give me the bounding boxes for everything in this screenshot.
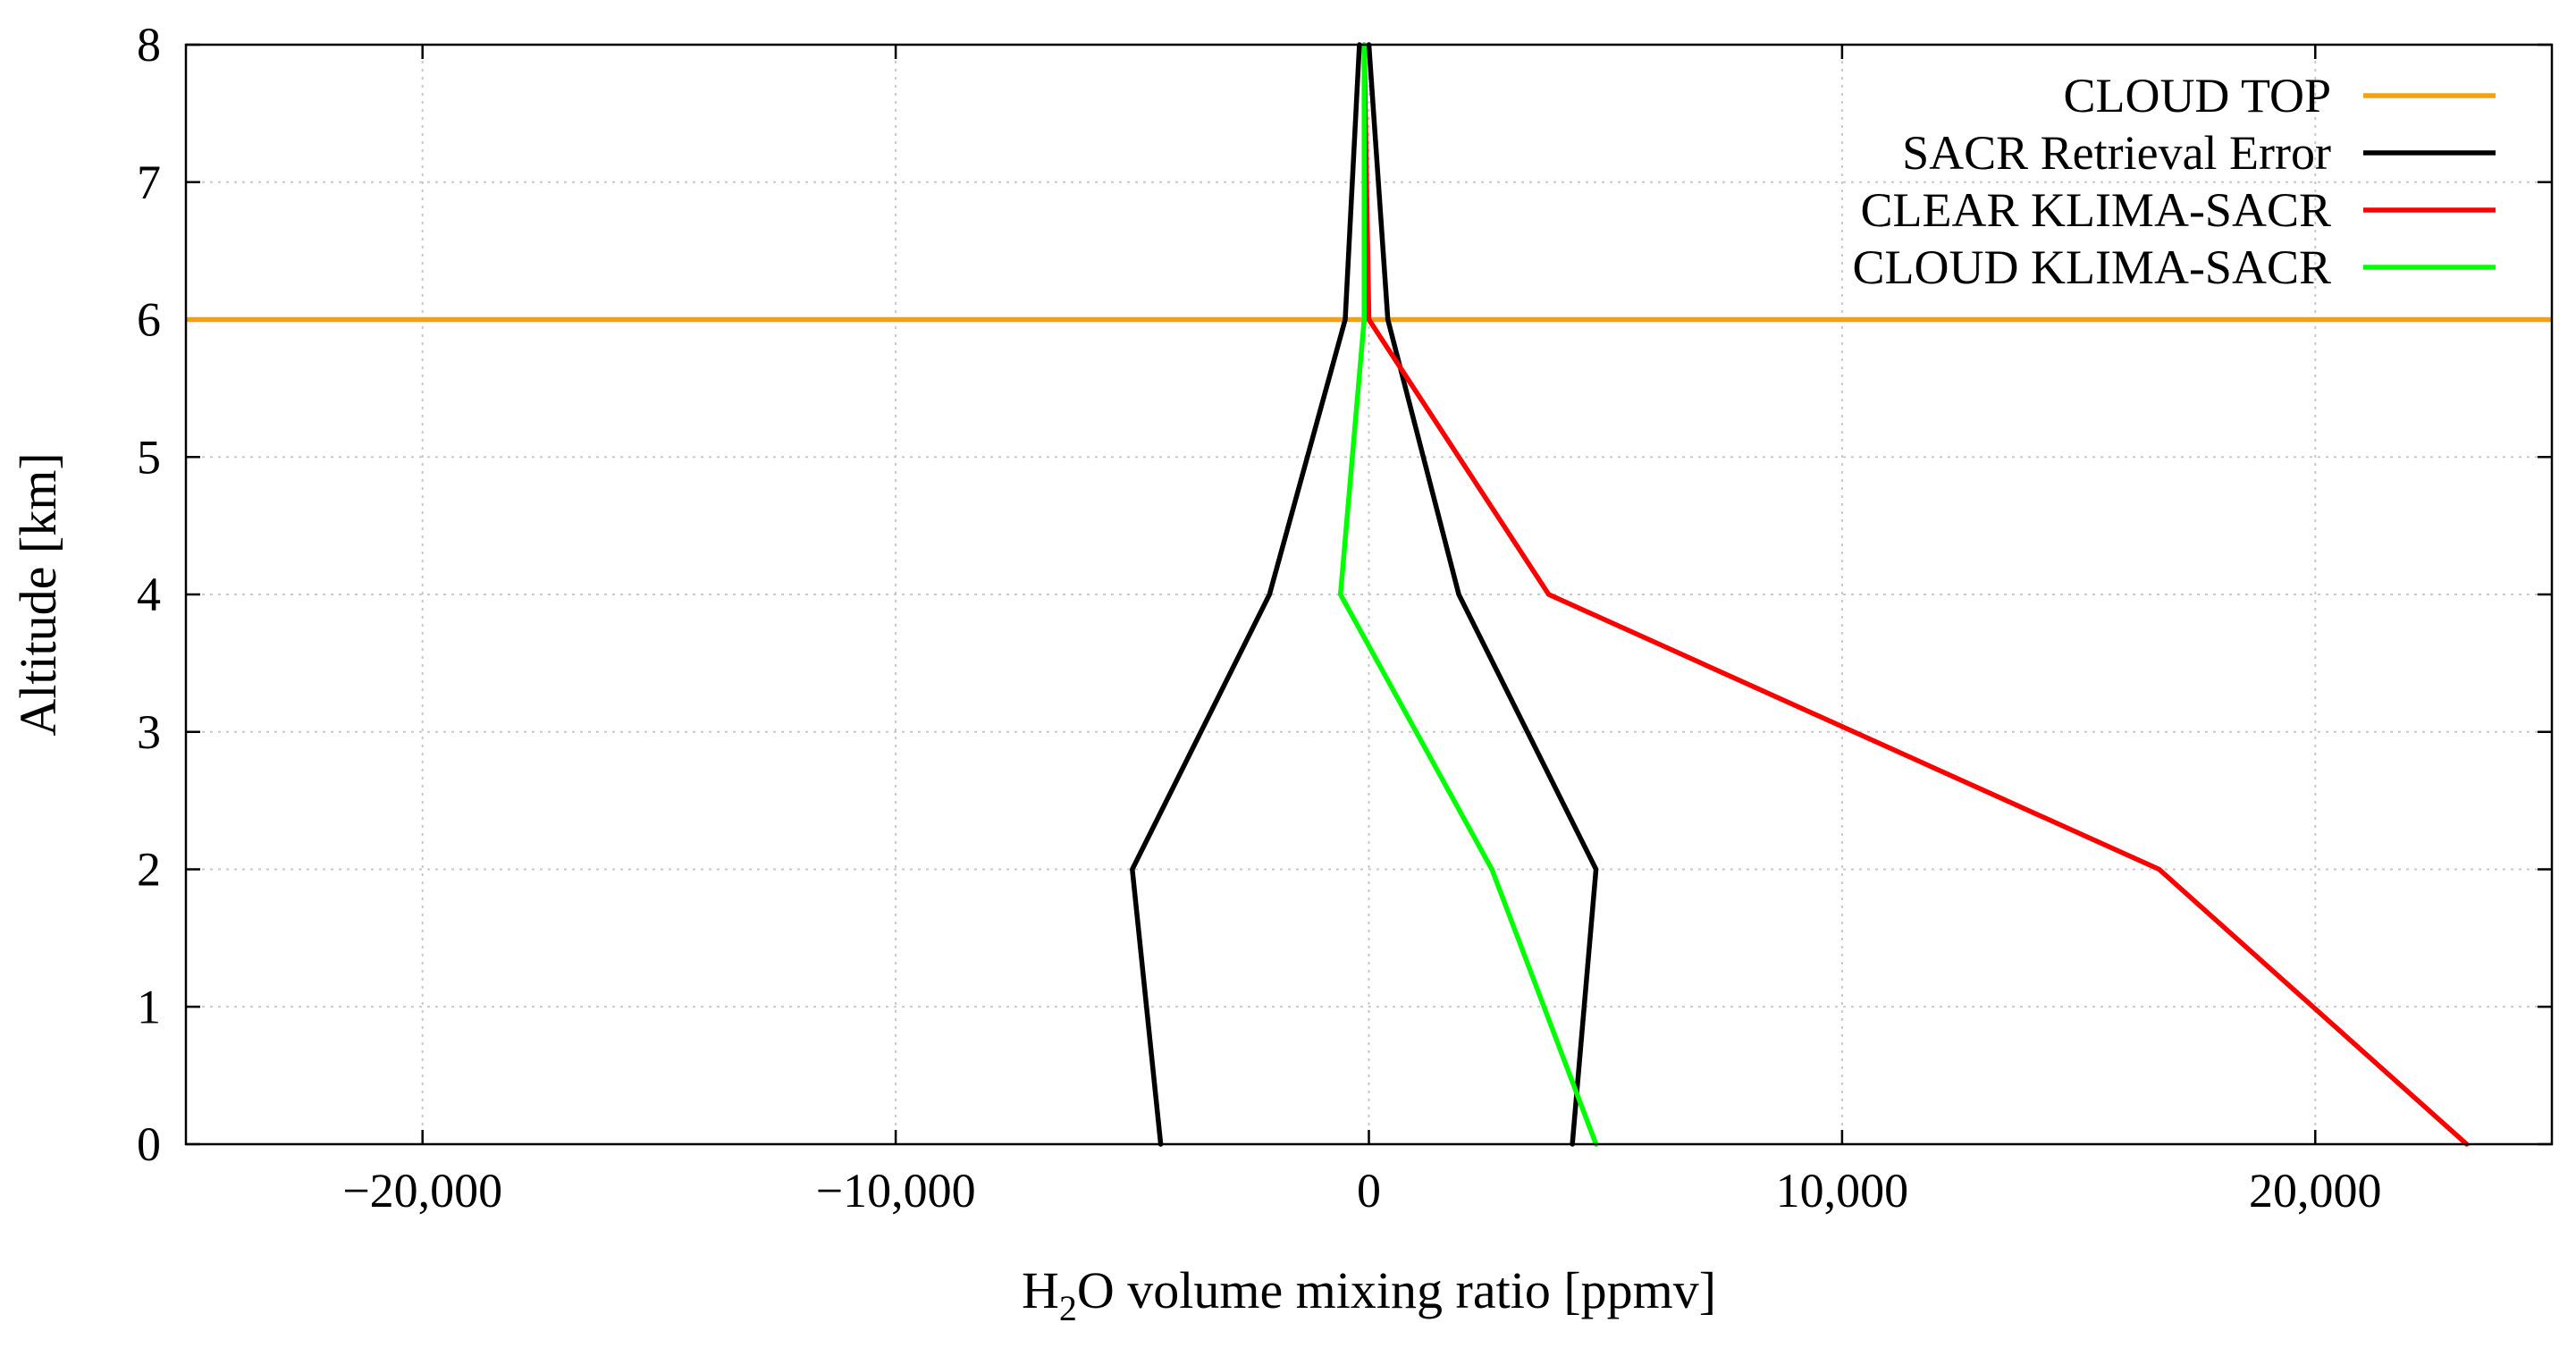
legend-label: CLOUD KLIMA-SACR (1852, 240, 2331, 294)
x-tick-label: 20,000 (2249, 1164, 2382, 1217)
y-tick-label: 6 (137, 293, 161, 347)
plot-area (186, 42, 2552, 1147)
y-tick-label: 4 (137, 568, 161, 621)
x-axis-title-prefix: H (1022, 1261, 1059, 1319)
series-line-cloud-klima-sacr (1337, 42, 1599, 1147)
x-tick-label: 0 (1357, 1164, 1381, 1217)
x-axis-title-subscript: 2 (1059, 1288, 1077, 1328)
y-tick-label: 3 (137, 705, 161, 759)
x-axis-title: H2O volume mixing ratio [ppmv] (1022, 1261, 1716, 1328)
x-tick-label: −20,000 (342, 1164, 502, 1217)
series-line-sacr-retrieval-error (1366, 42, 1599, 1147)
x-axis-title-suffix: O volume mixing ratio [ppmv] (1077, 1261, 1716, 1319)
series-line-clear-klima-sacr (1361, 42, 2470, 1147)
legend-label: CLOUD TOP (2063, 69, 2331, 122)
x-tick-label: −10,000 (816, 1164, 976, 1217)
y-tick-label: 1 (137, 980, 161, 1033)
y-tick-label: 0 (137, 1117, 161, 1171)
y-axis-title: Altitude [km] (9, 452, 67, 736)
y-tick-label: 8 (137, 18, 161, 72)
y-tick-label: 5 (137, 430, 161, 484)
legend-label: CLEAR KLIMA-SACR (1860, 183, 2331, 237)
tick-labels: −20,000 −10,000 0 10,000 20,000 0 1 2 3 4 5 6 7 8 (137, 18, 2382, 1217)
y-tick-label: 2 (137, 843, 161, 897)
legend-label: SACR Retrieval Error (1902, 126, 2331, 180)
plot-frame (184, 43, 2554, 1146)
series-line-sacr-retrieval-error (1130, 42, 1362, 1147)
y-tick-label: 7 (137, 156, 161, 209)
x-tick-label: 10,000 (1776, 1164, 1909, 1217)
